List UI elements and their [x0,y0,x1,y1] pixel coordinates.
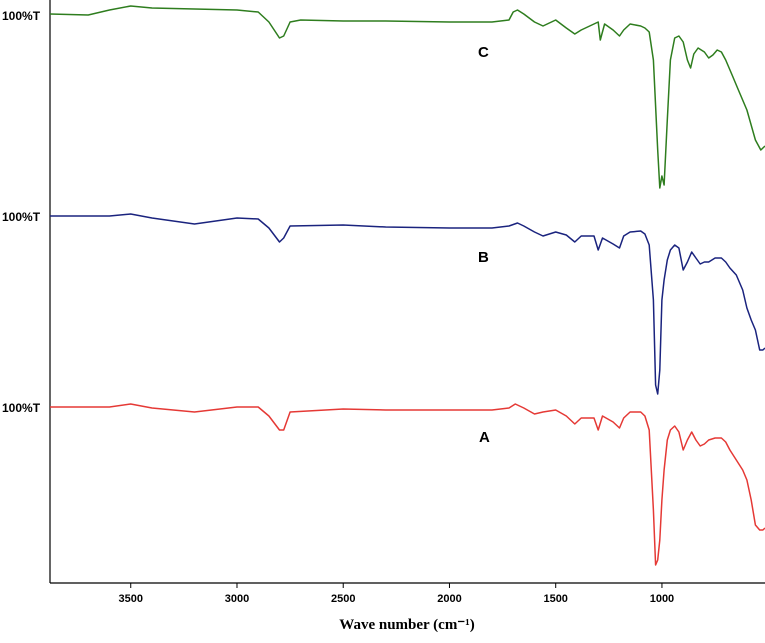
series-line-b [50,213,765,395]
x-tick-label: 1500 [543,593,567,605]
axes-layer [49,0,765,584]
x-tick-label: 3000 [225,593,249,605]
baseline-label-c: 100%T [2,9,41,23]
series-line-c [49,5,765,189]
baseline-label-a: 100%T [2,401,41,415]
series-layer [49,5,765,566]
x-tick-label: 1000 [650,593,674,605]
x-tick-label: 2000 [437,593,461,605]
x-tick-label: 2500 [331,593,355,605]
series-label-b: B [478,249,489,266]
series-label-a: A [479,429,490,446]
baseline-label-b: 100%T [2,210,41,224]
series-label-c: C [478,44,489,61]
x-axis-label: Wave number (cm⁻¹) [339,617,474,633]
x-ticks: 3500 3000 2500 2000 1500 1000 [119,583,674,605]
series-line-a [50,403,765,566]
x-tick-label: 3500 [119,593,143,605]
